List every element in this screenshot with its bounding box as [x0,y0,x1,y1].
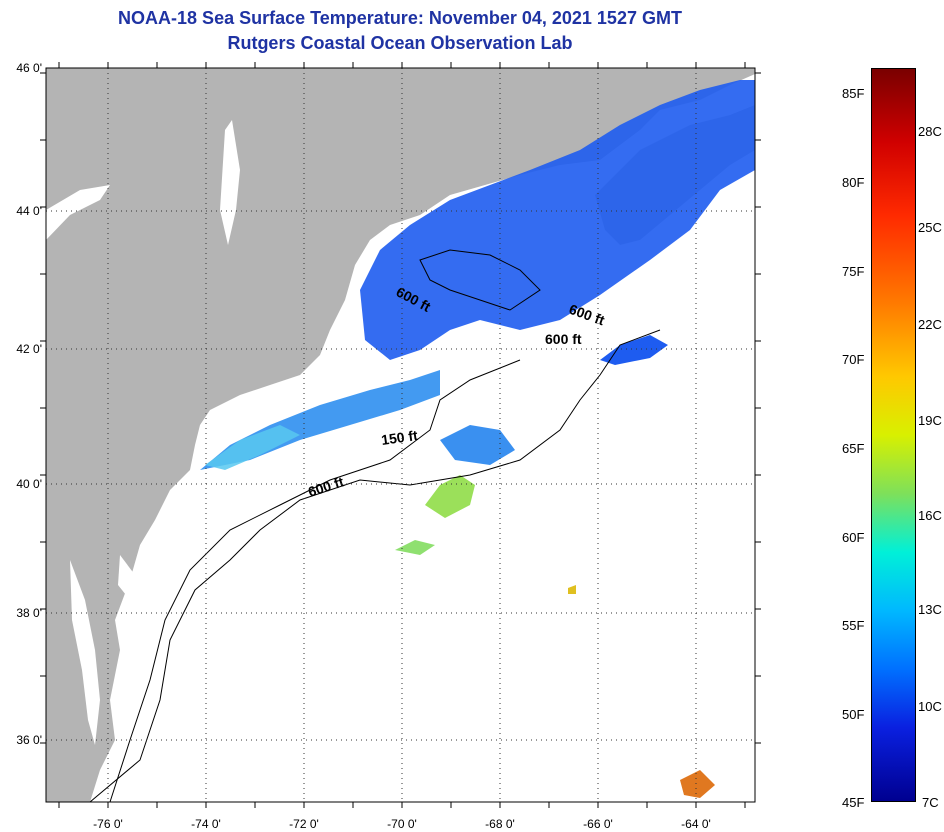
c-label-25: 25C [918,220,942,235]
lat-label-38: 38 0' [16,606,42,620]
contour-600ft-shelf [89,329,661,803]
sst-slope-patch [440,425,515,465]
f-label-55: 55F [842,618,865,633]
map-frame [45,67,756,803]
grid-lines [46,68,755,802]
lat-label-46: 46 0' [16,61,42,75]
chesapeake-bay [70,560,100,745]
contour-150ft [109,359,521,803]
f-label-85: 85F [842,86,865,101]
contour-label-3: 600 ft [545,331,582,347]
c-label-22: 22C [918,317,942,332]
axis-ticks [40,62,761,808]
c-label-7: 7C [922,795,939,810]
lat-label-36: 36 0' [16,733,42,747]
c-label-28: 28C [918,124,942,139]
f-label-60: 60F [842,530,865,545]
delaware-bay [118,555,135,600]
lat-label-40: 40 0' [16,477,42,491]
sst-georges-bank-east [600,335,668,365]
lon-label-68: -68 0' [485,817,515,831]
c-label-16: 16C [918,508,942,523]
f-label-65: 65F [842,441,865,456]
c-label-10: 10C [918,699,942,714]
lon-label-76: -76 0' [93,817,123,831]
sst-gulf-of-maine [360,80,755,360]
sst-warm-dot [568,585,576,594]
c-label-13: 13C [918,602,942,617]
f-label-45: 45F [842,795,865,810]
sst-hot-spot-south [680,770,715,798]
lon-label-74: -74 0' [191,817,221,831]
sst-coastal-nj [205,425,300,470]
land-us-northeast [46,68,755,802]
c-label-19: 19C [918,413,942,428]
contour-label-4: 150 ft [380,427,419,448]
sst-warm-filament [395,540,435,555]
lake-champlain [220,120,240,245]
lon-label-72: -72 0' [289,817,319,831]
f-label-70: 70F [842,352,865,367]
lon-label-70: -70 0' [387,817,417,831]
f-label-80: 80F [842,175,865,190]
lat-label-44: 44 0' [16,204,42,218]
f-label-50: 50F [842,707,865,722]
contour-gulf-of-maine [419,249,541,311]
map-subtitle: Rutgers Coastal Ocean Observation Lab [227,33,573,53]
sst-warm-eddy [425,475,475,518]
lon-label-64: -64 0' [681,817,711,831]
temperature-colorbar [871,68,916,802]
lat-label-42: 42 0' [16,342,42,356]
map-title: NOAA-18 Sea Surface Temperature: Novembe… [118,8,682,28]
f-label-75: 75F [842,264,865,279]
lake-ontario [46,185,110,240]
lon-label-66: -66 0' [583,817,613,831]
